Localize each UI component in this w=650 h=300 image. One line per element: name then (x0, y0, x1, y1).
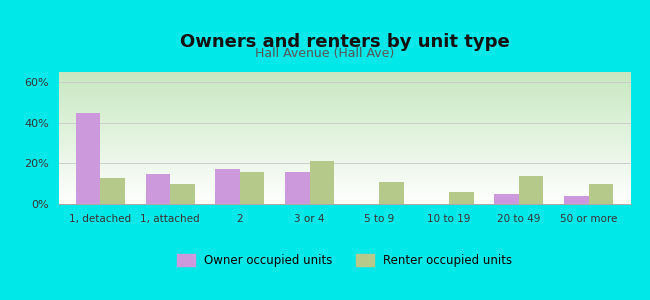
Bar (285, 172, 309, 204)
Legend: Owner occupied units, Renter occupied units: Owner occupied units, Renter occupied un… (177, 254, 512, 267)
Text: Hall Avenue (Hall Ave): Hall Avenue (Hall Ave) (255, 46, 395, 59)
Bar (146, 173, 170, 204)
Bar (76, 112, 100, 204)
Bar (380, 182, 404, 204)
Bar (309, 161, 334, 204)
Bar (215, 169, 240, 204)
Bar (449, 192, 474, 204)
Bar (240, 172, 265, 204)
Bar (170, 184, 194, 204)
Bar (100, 178, 125, 204)
Bar (564, 196, 589, 204)
Bar (495, 194, 519, 204)
Bar (519, 176, 543, 204)
Bar (589, 184, 613, 204)
Title: Owners and renters by unit type: Owners and renters by unit type (179, 33, 510, 51)
